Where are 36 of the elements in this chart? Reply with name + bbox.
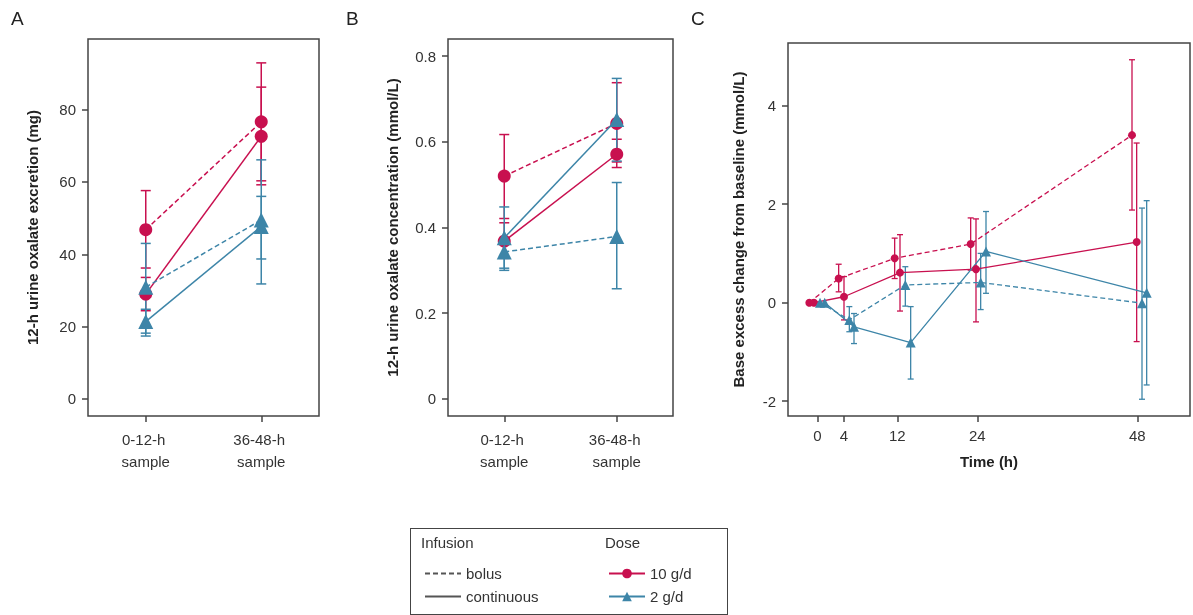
legend-label: 2 g/d [650, 588, 684, 605]
y-axis-title: 12-h urine oxalate excretion (mg) [24, 109, 41, 346]
x-tick-label: 24 [968, 427, 986, 444]
y-tick-label: 0 [767, 294, 776, 312]
chart-title: B [346, 8, 359, 29]
legend-label: bolus [466, 565, 502, 582]
text: Infusion [421, 534, 474, 551]
legend-label: 10 g/d [650, 565, 692, 582]
x-tick-label: 4 [839, 427, 849, 444]
x-tick-label: 36-48-h sample [233, 430, 290, 470]
chart-title: C [691, 8, 705, 29]
y-axis-title: 12-h urine oxalate concentration (mmol/L) [384, 78, 401, 377]
x-axis-title: Time (h) [959, 453, 1019, 470]
x-tick-label: 12 [888, 427, 906, 444]
y-tick-label: 0.4 [415, 219, 436, 236]
chart-title: A [11, 8, 24, 29]
y-tick-label: -2 [762, 392, 776, 410]
x-tick-label: 48 [1128, 427, 1146, 444]
y-tick-label: 0.8 [415, 47, 436, 65]
y-tick-label: 0 [67, 390, 76, 408]
x-tick-label: 0-12-h sample [480, 430, 529, 470]
y-tick-label: 20 [59, 318, 76, 336]
y-tick-label: 80 [59, 101, 76, 119]
y-tick-label: 0.2 [415, 304, 436, 322]
y-tick-label: 60 [59, 173, 76, 191]
x-tick-label: 0-12-h sample [121, 430, 170, 470]
x-tick-label: 0 [813, 427, 822, 444]
y-tick-label: 0 [427, 390, 436, 408]
y-tick-label: 2 [767, 195, 776, 213]
text: Dose [605, 534, 641, 551]
y-tick-label: 0.6 [415, 133, 436, 151]
y-tick-label: 40 [59, 245, 76, 263]
legend-label: continuous [466, 588, 539, 605]
x-tick-label: 36-48-h sample [588, 430, 645, 470]
y-tick-label: 4 [767, 97, 776, 115]
y-axis-title: Base excess change from baseline (mmol/L) [730, 71, 747, 388]
